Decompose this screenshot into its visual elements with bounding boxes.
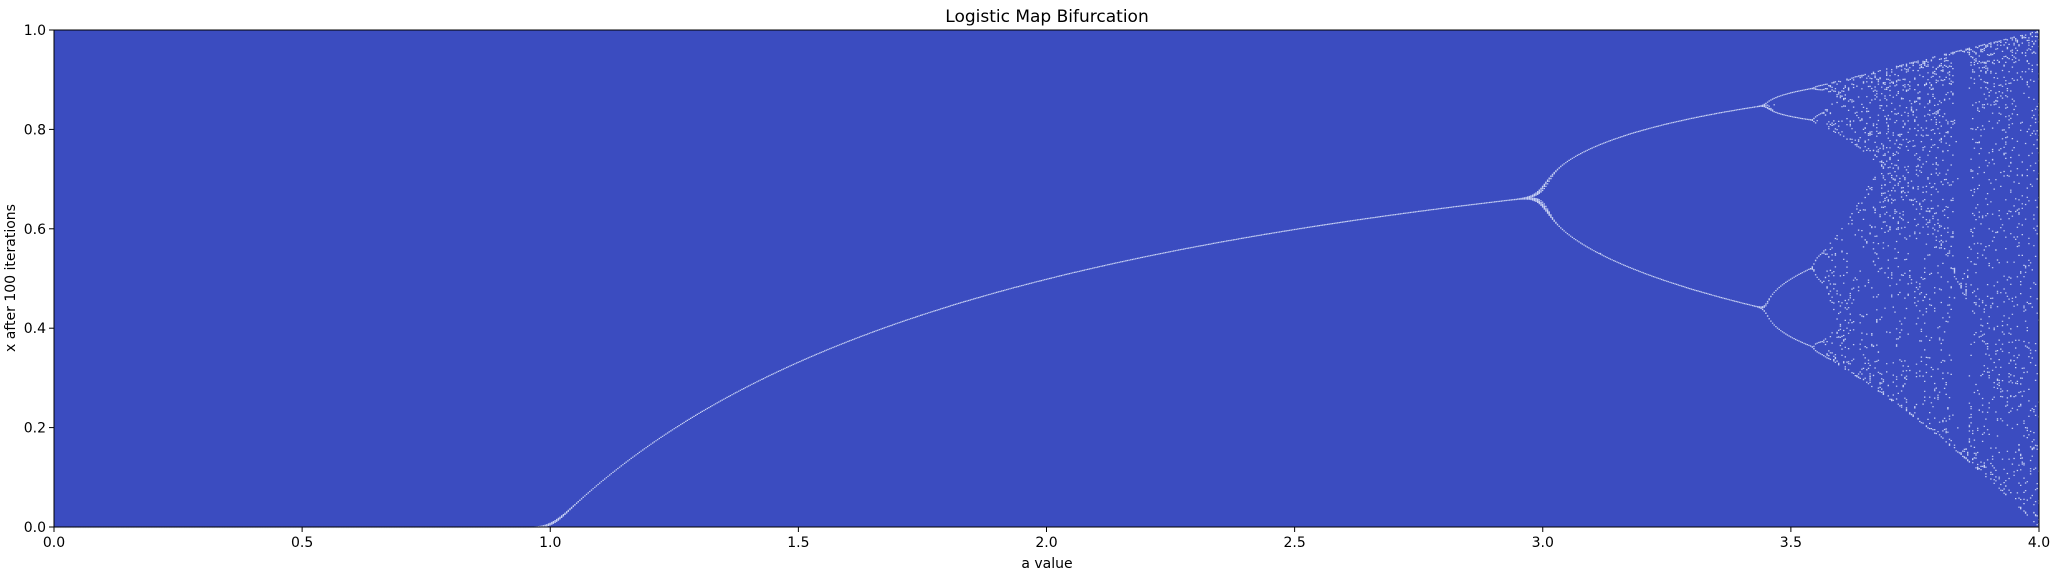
y-tick-label: 1.0 xyxy=(24,23,46,39)
x-tick-label: 1.5 xyxy=(787,535,809,551)
y-tick-label: 0.4 xyxy=(24,321,46,337)
x-tick-label: 3.5 xyxy=(1780,535,1802,551)
x-tick-label: 2.0 xyxy=(1035,535,1057,551)
y-axis: 0.0 0.2 0.4 0.6 0.8 1.0 xyxy=(24,23,54,536)
y-tick-label: 0.2 xyxy=(24,421,46,437)
x-tick-label: 4.0 xyxy=(2028,535,2050,551)
x-tick-label: 0.5 xyxy=(291,535,313,551)
y-tick-label: 0.6 xyxy=(24,222,46,238)
x-axis-label: a value xyxy=(1021,556,1072,572)
y-tick-label: 0.8 xyxy=(24,122,46,138)
x-tick-label: 3.0 xyxy=(1532,535,1554,551)
y-tick-label: 0.0 xyxy=(24,520,46,536)
x-tick-label: 0.0 xyxy=(43,535,65,551)
x-axis: 0.0 0.5 1.0 1.5 2.0 2.5 3.0 3.5 4.0 xyxy=(43,527,2050,551)
plot-background xyxy=(54,30,2039,527)
y-axis-label: x after 100 iterations xyxy=(3,204,19,352)
chart-title: Logistic Map Bifurcation xyxy=(945,7,1148,27)
x-tick-label: 1.0 xyxy=(539,535,561,551)
x-tick-label: 2.5 xyxy=(1283,535,1305,551)
